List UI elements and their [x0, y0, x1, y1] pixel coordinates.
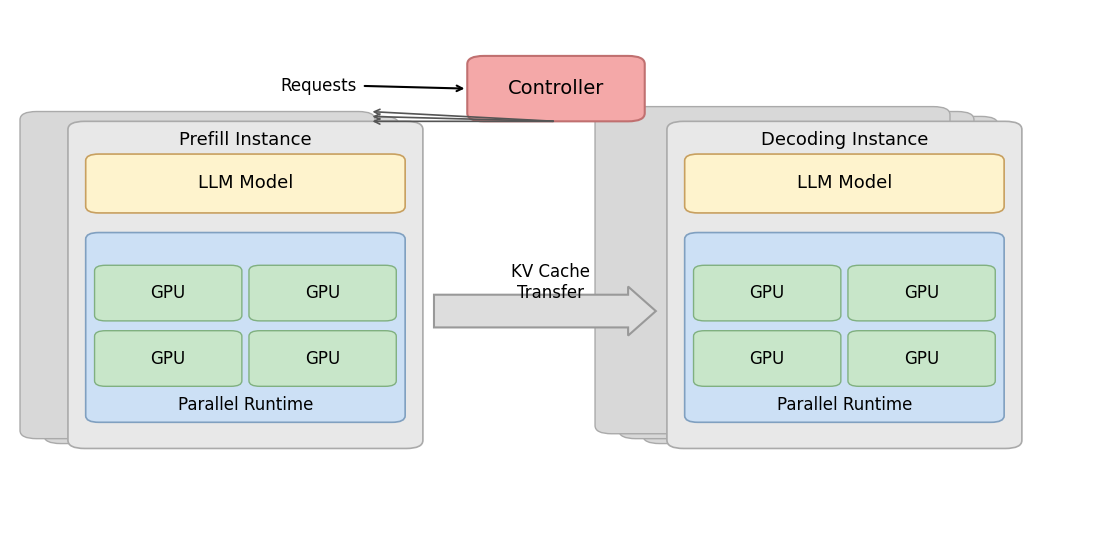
Text: GPU: GPU — [904, 350, 940, 368]
FancyBboxPatch shape — [20, 112, 375, 438]
FancyBboxPatch shape — [95, 265, 242, 321]
FancyBboxPatch shape — [467, 56, 645, 121]
Text: GPU: GPU — [305, 284, 340, 302]
FancyBboxPatch shape — [95, 330, 242, 386]
FancyBboxPatch shape — [643, 116, 997, 443]
Text: Requests: Requests — [280, 77, 356, 95]
Text: Decoding Instance: Decoding Instance — [761, 132, 929, 150]
Text: Controller: Controller — [508, 79, 604, 98]
FancyBboxPatch shape — [68, 121, 423, 448]
Text: LLM Model: LLM Model — [198, 174, 294, 192]
Text: GPU: GPU — [749, 350, 785, 368]
FancyBboxPatch shape — [848, 330, 995, 386]
FancyBboxPatch shape — [86, 154, 405, 213]
FancyBboxPatch shape — [848, 265, 995, 321]
FancyBboxPatch shape — [667, 121, 1022, 448]
Text: Parallel Runtime: Parallel Runtime — [178, 396, 314, 414]
Text: Parallel Runtime: Parallel Runtime — [776, 396, 912, 414]
Text: GPU: GPU — [749, 284, 785, 302]
Text: GPU: GPU — [305, 350, 340, 368]
FancyBboxPatch shape — [249, 265, 396, 321]
Text: KV Cache
Transfer: KV Cache Transfer — [510, 263, 590, 301]
FancyBboxPatch shape — [595, 107, 950, 434]
FancyBboxPatch shape — [694, 330, 841, 386]
Text: GPU: GPU — [150, 350, 186, 368]
FancyBboxPatch shape — [44, 116, 399, 443]
Text: GPU: GPU — [904, 284, 940, 302]
FancyBboxPatch shape — [249, 330, 396, 386]
FancyBboxPatch shape — [685, 232, 1004, 423]
FancyArrow shape — [434, 287, 656, 335]
Text: GPU: GPU — [150, 284, 186, 302]
FancyBboxPatch shape — [86, 232, 405, 423]
Text: LLM Model: LLM Model — [796, 174, 892, 192]
FancyBboxPatch shape — [685, 154, 1004, 213]
FancyBboxPatch shape — [694, 265, 841, 321]
Text: Prefill Instance: Prefill Instance — [179, 132, 311, 150]
FancyBboxPatch shape — [619, 112, 974, 438]
